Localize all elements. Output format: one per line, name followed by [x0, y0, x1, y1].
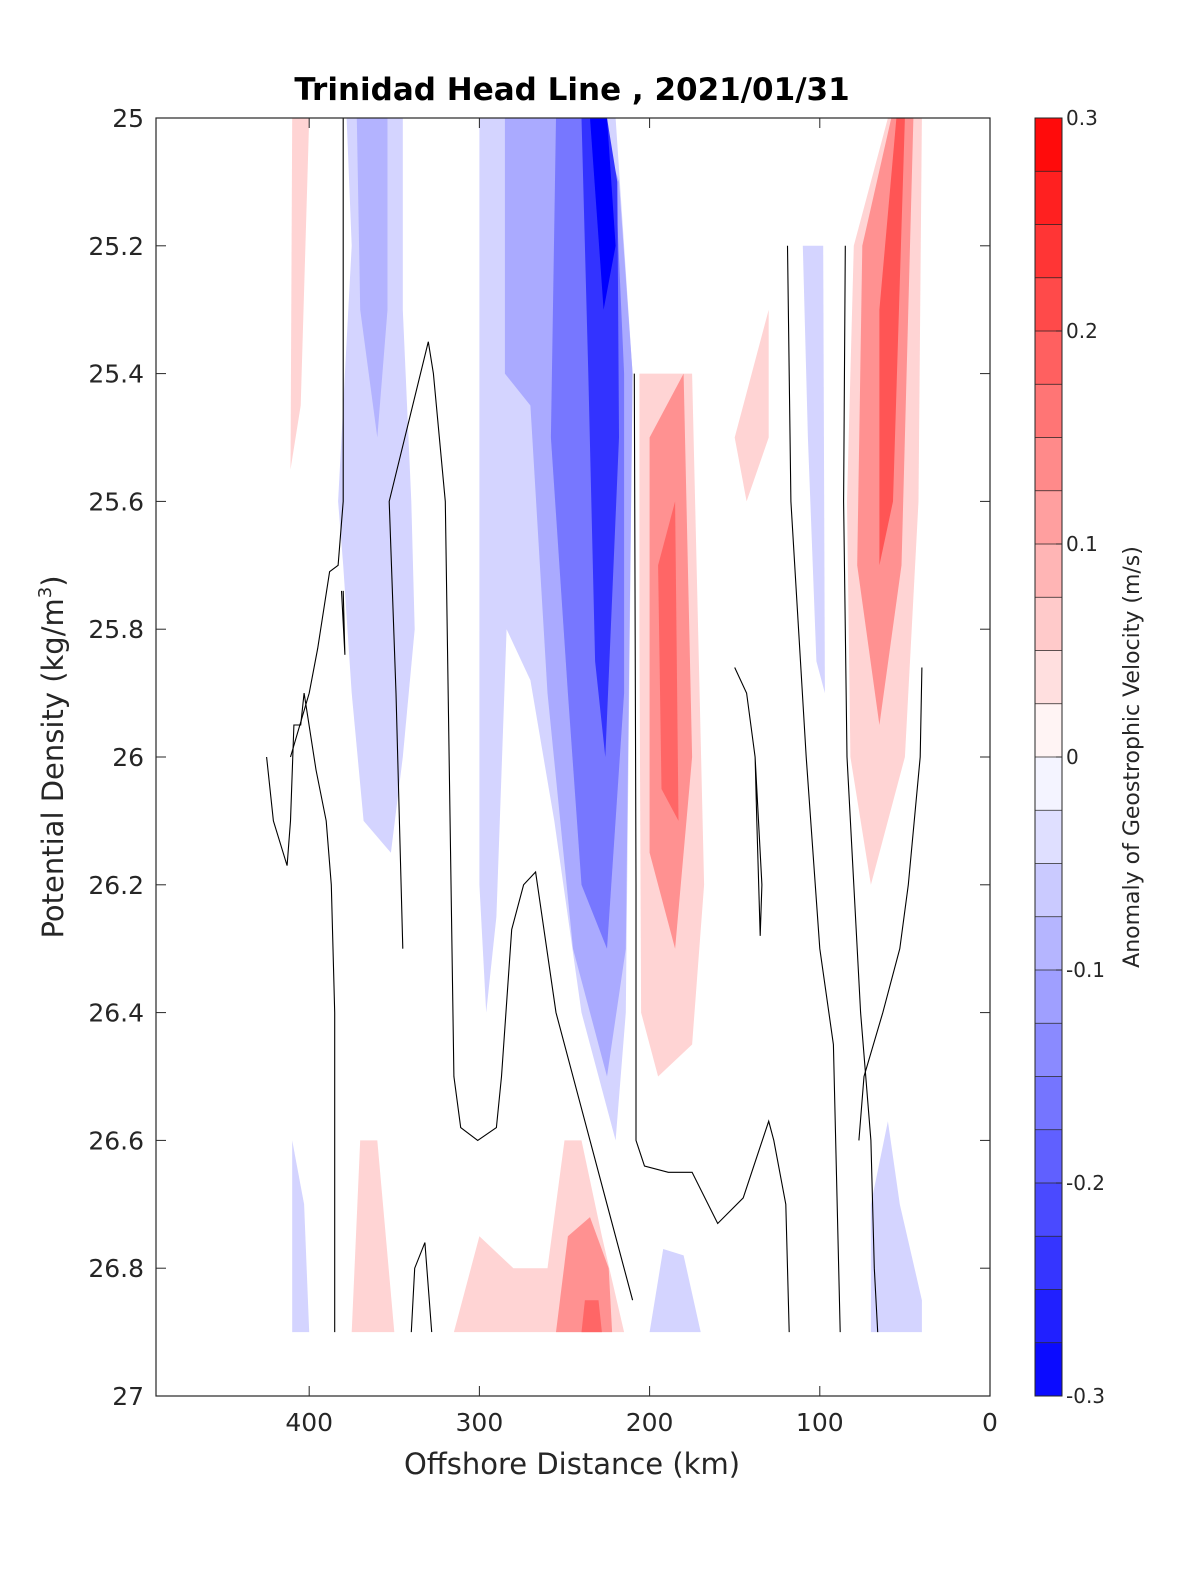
velocity-region-6 — [590, 118, 616, 310]
velocity-region-1 — [356, 118, 388, 438]
zero-contour-line-7 — [786, 245, 841, 1333]
colorbar-swatch — [1035, 331, 1062, 385]
colorbar-swatch — [1035, 597, 1062, 651]
zero-contour-line-3 — [410, 1242, 433, 1333]
velocity-fill-layer — [290, 118, 922, 1333]
zero-contour-line-1 — [340, 590, 346, 655]
colorbar-tick-label: -0.3 — [1066, 1384, 1105, 1408]
x-tick-label: 100 — [796, 1408, 844, 1437]
y-tick-label: 26.2 — [88, 871, 144, 900]
colorbar-swatch — [1035, 757, 1062, 811]
colorbar-swatch — [1035, 1076, 1062, 1131]
colorbar-tick-label: 0.1 — [1066, 532, 1098, 556]
zero-contour-line-0 — [289, 118, 344, 758]
colorbar-swatch — [1035, 863, 1062, 918]
y-axis-label: Potential Density (kg/m3) — [35, 575, 70, 938]
colorbar-swatch — [1035, 490, 1062, 545]
velocity-region-10 — [658, 501, 679, 821]
colorbar-swatch — [1035, 1183, 1062, 1237]
velocity-region-16 — [802, 245, 825, 694]
colorbar-label: Anomaly of Geostrophic Velocity (m/s) — [1120, 546, 1145, 968]
velocity-region-11 — [734, 309, 769, 502]
colorbar-swatch — [1035, 224, 1062, 279]
colorbar-swatch — [1035, 970, 1062, 1024]
y-tick-label: 26 — [112, 743, 144, 772]
y-tick-label: 25.8 — [88, 615, 144, 644]
y-tick-label: 26.6 — [88, 1126, 144, 1155]
y-axis-label-main: Potential Density (kg/m — [36, 598, 70, 938]
y-tick-label: 25 — [112, 104, 144, 133]
colorbar-swatch — [1035, 650, 1062, 705]
y-axis-label-superscript: 3 — [35, 587, 56, 598]
colorbar-swatch — [1035, 1342, 1062, 1397]
y-tick-label: 26.4 — [88, 999, 144, 1028]
x-tick-label: 400 — [285, 1408, 333, 1437]
velocity-region-7 — [290, 118, 310, 470]
velocity-region-15 — [292, 1140, 310, 1333]
velocity-region-5 — [581, 118, 619, 757]
y-tick-label: 25.6 — [88, 487, 144, 516]
colorbar-tick-label: -0.2 — [1066, 1171, 1105, 1195]
zero-contour-line-9 — [858, 667, 923, 1141]
colorbar-swatch — [1035, 171, 1062, 225]
colorbar-swatch — [1035, 703, 1062, 758]
colorbar-swatch — [1035, 384, 1062, 438]
zero-contour-line-4 — [388, 341, 634, 1301]
velocity-region-17 — [351, 1140, 395, 1333]
x-axis: 400 300 200 100 0 — [285, 118, 998, 1437]
colorbar-swatch — [1035, 1023, 1062, 1077]
colorbar-swatch — [1035, 277, 1062, 332]
colorbar-tick-label: 0.2 — [1066, 319, 1098, 343]
y-axis: 25 25.2 25.4 25.6 25.8 26 26.2 26.4 26.6 26.8 27 — [88, 104, 990, 1411]
y-axis-label-suffix: ) — [36, 575, 70, 586]
colorbar-tick-label: 0 — [1066, 745, 1079, 769]
colorbar-swatch — [1035, 1236, 1062, 1290]
y-tick-label: 25.2 — [88, 232, 144, 261]
x-tick-label: 0 — [982, 1408, 998, 1437]
colorbar-swatch — [1035, 810, 1062, 864]
colorbar-swatch — [1035, 916, 1062, 971]
y-tick-label: 27 — [112, 1382, 144, 1411]
colorbar-tick-label: -0.1 — [1066, 958, 1105, 982]
zero-contour-line-8 — [843, 245, 879, 1333]
zero-contour-line-6 — [734, 667, 763, 936]
zero-contour-line-2 — [266, 693, 336, 1333]
y-tick-label: 25.4 — [88, 360, 144, 389]
colorbar-tick-label: 0.3 — [1066, 106, 1098, 130]
colorbar-swatch — [1035, 544, 1062, 598]
x-tick-label: 300 — [456, 1408, 504, 1437]
zero-contour-layer — [266, 118, 923, 1333]
chart-title: Trinidad Head Line , 2021/01/31 — [294, 72, 849, 108]
colorbar-swatch — [1035, 437, 1062, 492]
x-tick-label: 200 — [626, 1408, 674, 1437]
x-axis-label: Offshore Distance (km) — [404, 1447, 740, 1481]
velocity-region-22 — [870, 1121, 922, 1333]
colorbar-swatch — [1035, 1129, 1062, 1184]
velocity-region-14 — [879, 118, 905, 566]
colorbar-swatch — [1035, 1289, 1062, 1344]
velocity-region-20 — [581, 1300, 602, 1333]
colorbar: -0.3 -0.2 -0.1 0 0.1 0.2 0.3 — [1034, 106, 1105, 1408]
colorbar-swatch — [1035, 118, 1062, 172]
velocity-region-21 — [649, 1249, 701, 1333]
zero-contour-line-5 — [633, 373, 790, 1333]
y-tick-label: 26.8 — [88, 1254, 144, 1283]
